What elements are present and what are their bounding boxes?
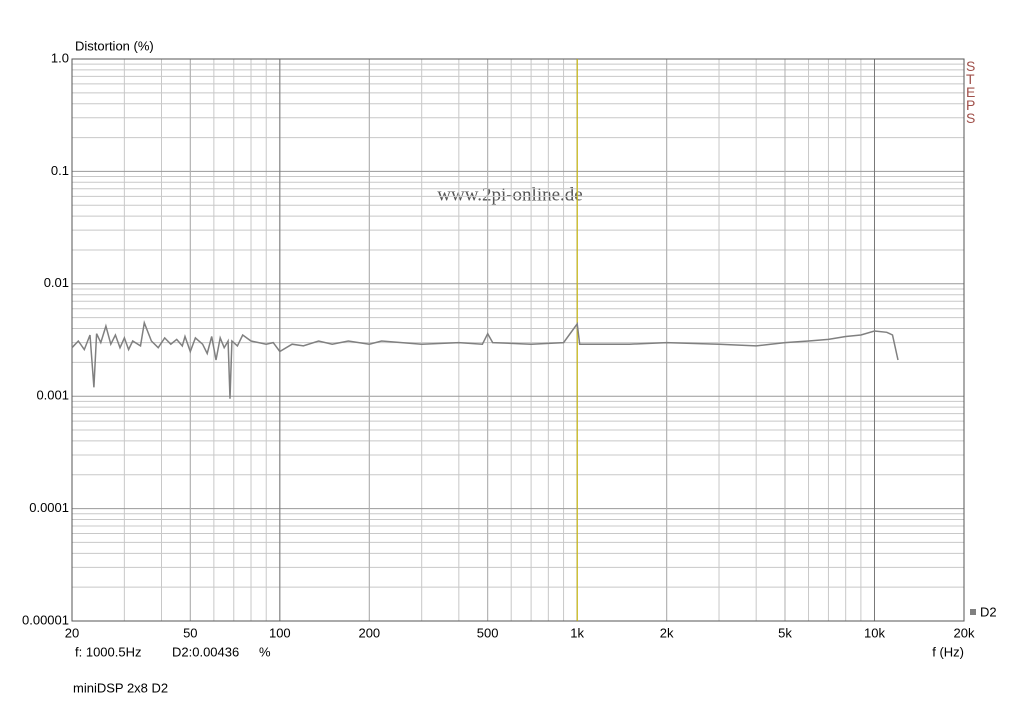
x-tick-label: 50	[183, 625, 197, 640]
cursor-readout: f: 1000.5Hz	[75, 644, 142, 659]
x-tick-label: 500	[477, 625, 499, 640]
x-tick-label: 200	[358, 625, 380, 640]
y-axis-title: Distortion (%)	[75, 38, 154, 53]
y-tick-label: 0.1	[51, 163, 69, 178]
legend-label: D2	[980, 604, 997, 619]
y-tick-label: 0.001	[36, 388, 69, 403]
legend-swatch	[970, 609, 976, 615]
side-label: STEPS	[966, 58, 976, 126]
x-tick-label: 10k	[864, 625, 885, 640]
x-tick-label: 100	[269, 625, 291, 640]
readout-unit: %	[259, 644, 271, 659]
footer: miniDSP 2x8 D2	[73, 680, 168, 695]
data-line	[71, 319, 899, 399]
y-tick-label: 0.01	[44, 275, 69, 290]
x-axis-title: f (Hz)	[932, 644, 964, 659]
watermark: www.2pi-online.de	[437, 184, 582, 205]
x-tick-label: 20	[65, 625, 79, 640]
x-tick-label: 5k	[778, 625, 792, 640]
x-tick-label: 1k	[570, 625, 584, 640]
x-tick-label: 2k	[660, 625, 674, 640]
y-tick-label: 0.0001	[29, 500, 69, 515]
y-tick-label: 0.00001	[22, 612, 69, 627]
x-tick-label: 20k	[954, 625, 975, 640]
value-readout: D2:0.00436	[172, 644, 239, 659]
plot-frame	[71, 58, 965, 622]
y-tick-label: 1.0	[51, 50, 69, 65]
